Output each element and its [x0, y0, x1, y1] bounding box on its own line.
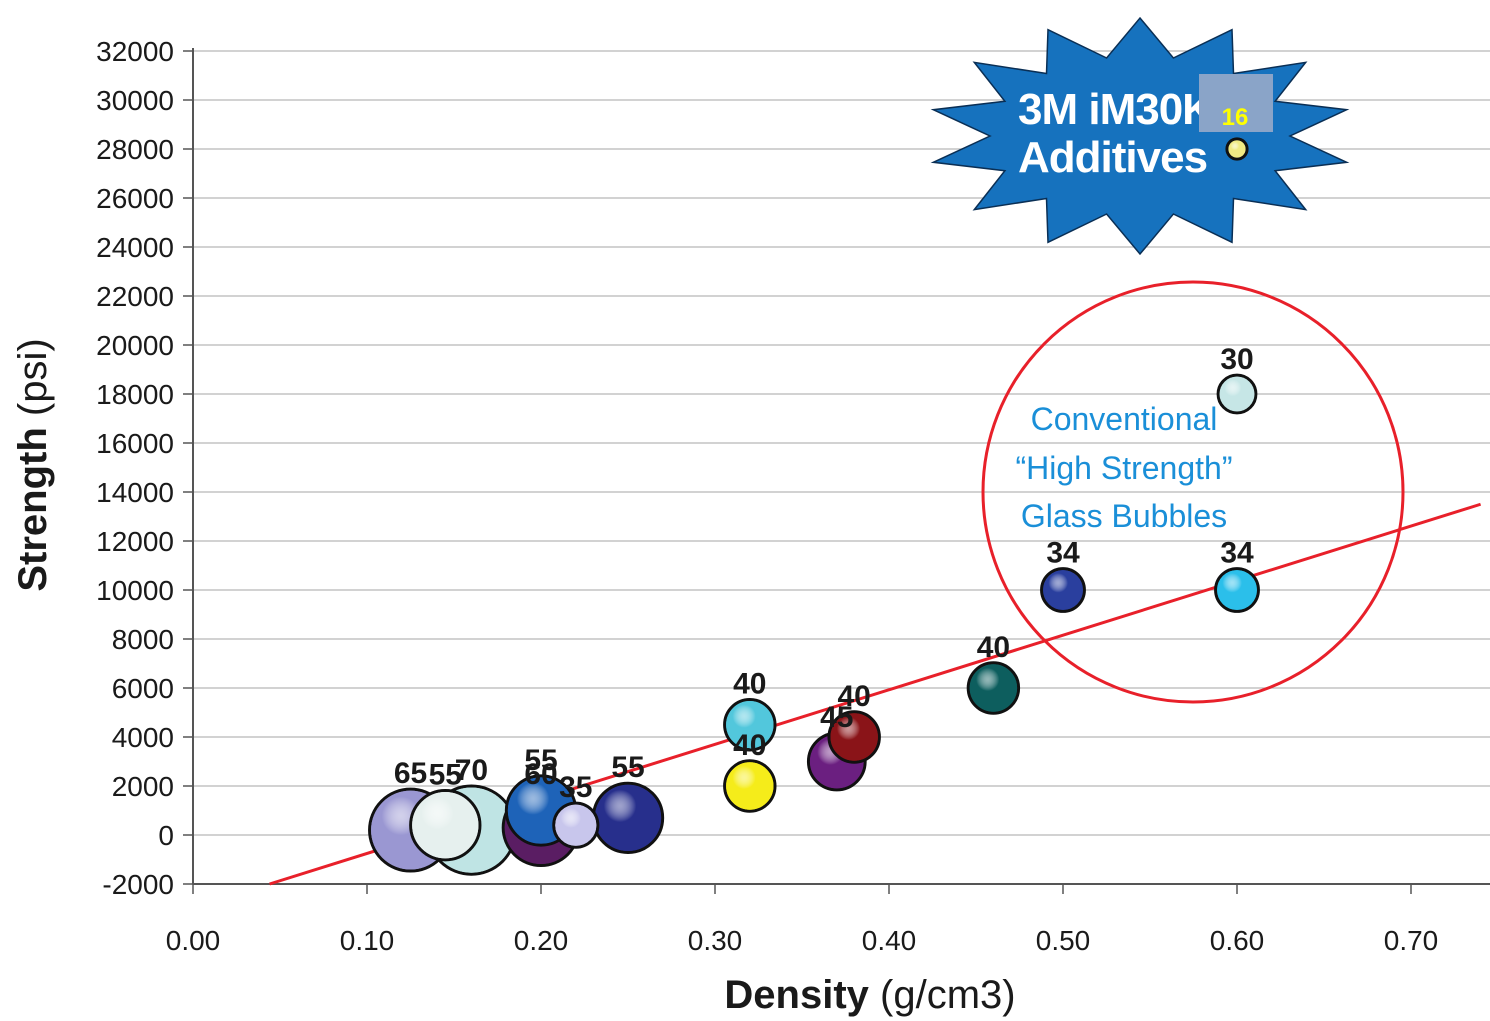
y-tick-label: 6000	[112, 673, 174, 704]
bubble-shading	[594, 784, 662, 851]
y-axis-title-rest: (psi)	[11, 338, 55, 427]
badge-background	[1199, 74, 1273, 132]
bubble-label: 34	[1046, 537, 1080, 570]
bubble-label: 55	[429, 759, 462, 792]
bubble-shading	[1217, 570, 1257, 610]
bubble-shading	[726, 701, 774, 749]
bubble-label: 45	[820, 701, 853, 734]
x-tick-label: 0.30	[688, 925, 743, 956]
x-axis-title-bold: Density	[724, 973, 869, 1017]
y-axis-title: Strength (psi)	[11, 338, 55, 591]
bubble-label: 70	[455, 754, 488, 787]
y-tick-label: 24000	[96, 232, 174, 263]
x-tick-label: 0.40	[862, 925, 917, 956]
x-axis-title-rest: (g/cm3)	[869, 973, 1016, 1017]
bubble-shading	[1228, 140, 1246, 158]
x-tick-label: 0.20	[514, 925, 569, 956]
bubble-label: 40	[838, 680, 871, 713]
bubble-shading	[412, 792, 479, 859]
bubble-shading	[969, 664, 1018, 712]
y-tick-label: 4000	[112, 722, 174, 753]
x-tick-label: 0.70	[1384, 925, 1439, 956]
y-tick-label: 32000	[96, 36, 174, 67]
bubble-label: 35	[559, 771, 592, 804]
starburst-line-2: Additives	[1018, 133, 1207, 182]
bubble-label: 60	[524, 758, 557, 791]
y-tick-labels: -2000 0 2000 4000 6000 8000 10000 12000 14000 160…	[96, 36, 174, 900]
axes	[192, 48, 1490, 894]
y-tick-label: 28000	[96, 134, 174, 165]
callout-line-3: Glass Bubbles	[1021, 498, 1227, 534]
y-tick-label: 30000	[96, 85, 174, 116]
bubble-shading	[726, 762, 774, 810]
x-axis-title: Density (g/cm3)	[724, 973, 1015, 1017]
x-tick-label: 0.10	[340, 925, 395, 956]
y-tick-label: 2000	[112, 771, 174, 802]
y-tick-label: 12000	[96, 526, 174, 557]
bubble-label: 16	[1222, 104, 1249, 131]
bubble-label: 40	[733, 729, 766, 762]
high-strength-callout: Conventional “High Strength” Glass Bubbl…	[981, 280, 1405, 704]
y-tick-label: 0	[158, 820, 174, 851]
bubble-label: 55	[611, 751, 644, 784]
bubble-label: 34	[1220, 537, 1254, 570]
callout-circle	[981, 280, 1405, 704]
bubble-shading	[1219, 376, 1255, 412]
x-tick-labels: 0.00 0.10 0.20 0.30 0.40 0.50 0.60 0.70	[166, 925, 1439, 956]
callout-line-1: Conventional	[1031, 401, 1218, 437]
y-axis-title-bold: Strength	[11, 427, 55, 591]
y-tick-label: 18000	[96, 379, 174, 410]
y-tick-label: 26000	[96, 183, 174, 214]
y-tick-label: 10000	[96, 575, 174, 606]
bubble-label: 40	[977, 631, 1010, 664]
bubble-label: 65	[394, 757, 427, 790]
bubble-shading	[1043, 570, 1083, 610]
callout-line-2: “High Strength”	[1016, 450, 1233, 486]
y-tick-label: 20000	[96, 330, 174, 361]
y-tick-label: 8000	[112, 624, 174, 655]
y-tick-label: -2000	[102, 869, 174, 900]
y-tick-label: 22000	[96, 281, 174, 312]
bubbles	[368, 137, 1260, 876]
bubble-label: 55	[524, 744, 557, 777]
y-tick-label: 16000	[96, 428, 174, 459]
bubble-label: 40	[733, 668, 766, 701]
starburst-line-1: 3M iM30K	[1018, 85, 1214, 134]
y-tick-label: 14000	[96, 477, 174, 508]
x-tick-label: 0.00	[166, 925, 221, 956]
bubble-label: 30	[1220, 343, 1253, 376]
bubble-shading	[830, 713, 878, 761]
x-tick-label: 0.50	[1036, 925, 1091, 956]
x-tick-label: 0.60	[1210, 925, 1265, 956]
bubble-shading	[555, 804, 597, 846]
starburst-callout: 3M iM30K Additives	[930, 16, 1350, 256]
